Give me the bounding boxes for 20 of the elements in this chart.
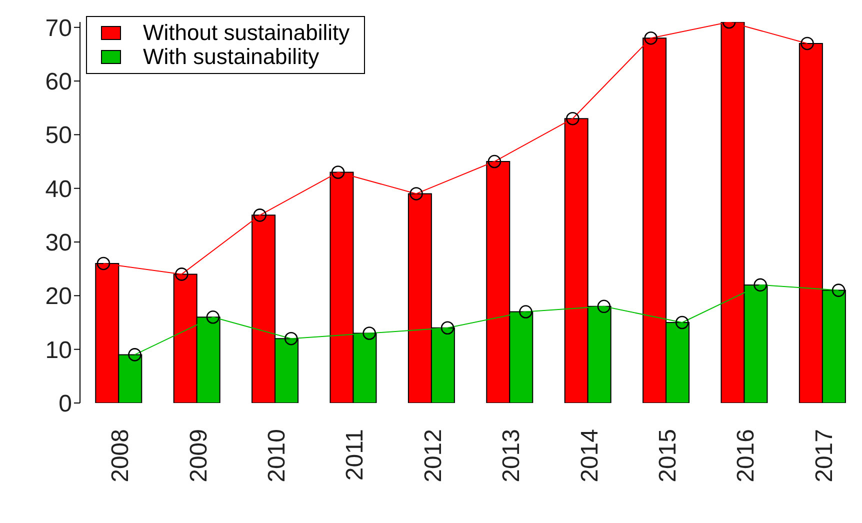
x-tick-label: 2014 — [576, 429, 604, 482]
y-tick-label: 60 — [45, 68, 72, 96]
x-tick-label: 2013 — [498, 429, 526, 482]
y-tick-label: 20 — [45, 283, 72, 310]
x-tick-label: 2017 — [810, 429, 838, 482]
x-tick-label: 2015 — [654, 429, 682, 482]
x-tick-label: 2011 — [342, 429, 369, 481]
y-tick-label: 50 — [45, 122, 72, 150]
y-tick-label: 70 — [45, 14, 72, 42]
x-tick-label: 2010 — [264, 429, 290, 482]
x-tick-label: 2009 — [185, 429, 212, 482]
y-tick-label: 10 — [45, 336, 72, 364]
y-tick-label: 0 — [58, 390, 72, 418]
x-tick-label: 2016 — [732, 429, 760, 482]
y-tick-label: 40 — [45, 176, 72, 203]
legend-label: Without sustainability — [143, 20, 350, 45]
legend-label: With sustainability — [143, 44, 320, 69]
x-tick-label: 2012 — [420, 429, 447, 482]
y-tick-label: 30 — [45, 230, 72, 257]
x-tick-label: 2008 — [107, 429, 134, 482]
